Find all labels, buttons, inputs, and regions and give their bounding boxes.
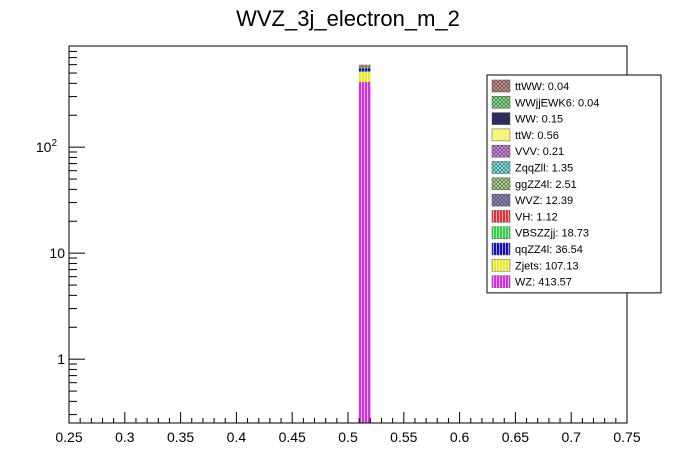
x-tick-label: 0.6 (450, 429, 470, 445)
y-axis: 1 10 102 (36, 45, 85, 416)
x-tick-label: 0.55 (390, 429, 417, 445)
legend-label-wvz: WVZ: 12.39 (515, 195, 573, 207)
legend-label-vbszzjj: VBSZZjj: 18.73 (515, 228, 589, 240)
legend-hatch-wvz (492, 194, 510, 207)
legend-swatch-ttw (491, 128, 511, 142)
legend-hatch-zqqzll (492, 161, 510, 174)
y-tick-label: 102 (36, 138, 58, 155)
legend-label-wz: WZ: 413.57 (515, 277, 572, 289)
bar-hatch-vbszzjj (359, 66, 371, 69)
legend-hatch-ww (492, 112, 510, 125)
legend-hatch-vbszzjj (492, 226, 510, 239)
legend-label-ggzz4l: ggZZ4l: 2.51 (515, 179, 577, 191)
bar-hatch-wz (359, 81, 371, 424)
bar-hatch-zjets (359, 71, 371, 82)
x-tick-label: 0.75 (613, 429, 640, 445)
x-tick-label: 0.45 (279, 429, 306, 445)
x-tick-label: 0.5 (338, 429, 358, 445)
x-tick-label: 0.3 (115, 429, 135, 445)
x-tick-label: 0.65 (502, 429, 529, 445)
legend-label-zqqzll: ZqqZll: 1.35 (515, 163, 573, 175)
legend-label-vh: VH: 1.12 (515, 211, 558, 223)
bar-hatch-qqzz4l (359, 68, 371, 72)
legend-hatch-wwjjewk6 (492, 96, 510, 109)
legend-hatch-ggzz4l (492, 177, 510, 190)
legend: ttWW: 0.04 WWjjEWK6: 0.04 WW: 0.15 ttW: 0.5… (486, 74, 662, 294)
legend-label-ttw: ttW: 0.56 (515, 130, 559, 142)
legend-hatch-zjets (492, 259, 510, 272)
bar-hatch-vh (359, 66, 371, 67)
legend-label-wwjjewk6: WWjjEWK6: 0.04 (515, 97, 599, 109)
x-tick-label: 0.4 (227, 429, 247, 445)
legend-label-qqzz4l: qqZZ4l: 36.54 (515, 244, 583, 256)
legend-label-ww: WW: 0.15 (515, 114, 563, 126)
legend-hatch-vh (492, 210, 510, 223)
legend-label-ttww: ttWW: 0.04 (515, 81, 569, 93)
x-tick-label: 0.7 (561, 429, 581, 445)
y-tick-label: 10 (49, 245, 65, 261)
stacked-bars (358, 64, 371, 424)
legend-hatch-wz (492, 275, 510, 288)
legend-box (486, 74, 662, 294)
x-tick-label: 0.25 (55, 429, 82, 445)
x-tick-label: 0.35 (167, 429, 194, 445)
legend-label-zjets: Zjets: 107.13 (515, 260, 579, 272)
legend-hatch-ttww (492, 80, 510, 92)
bar-hatch-ttww (359, 65, 371, 66)
chart-title: WVZ_3j_electron_m_2 (236, 6, 460, 31)
y-tick-label: 1 (57, 351, 65, 367)
legend-hatch-vvv (492, 145, 510, 158)
x-axis: 0.25 0.3 0.35 0.4 0.45 0.5 0.55 0.6 0.65 0.7 0.75 (55, 412, 641, 445)
legend-hatch-qqzz4l (492, 243, 510, 255)
legend-label-vvv: VVV: 0.21 (515, 146, 564, 158)
